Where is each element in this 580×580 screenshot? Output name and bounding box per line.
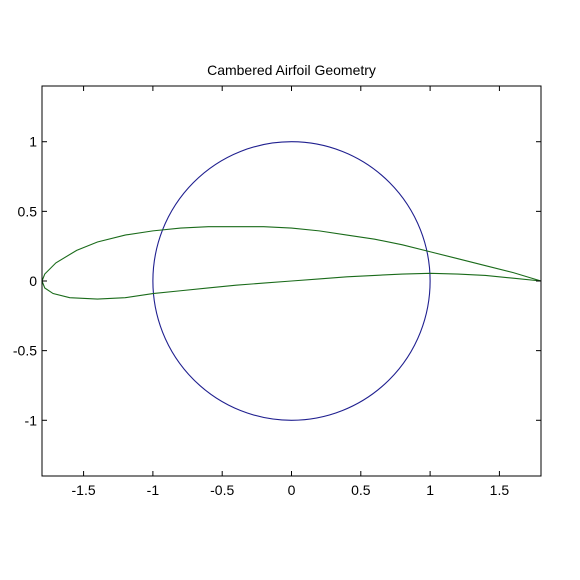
y-axis: 1 0.5 0 -0.5 -1 xyxy=(13,134,541,428)
y-tick-label: -0.5 xyxy=(13,343,37,359)
y-tick-label: 1 xyxy=(29,134,37,150)
x-axis: -1.5 -1 -0.5 0 0.5 1 1.5 xyxy=(72,86,510,498)
x-tick-label: -1 xyxy=(147,482,160,498)
circle-series xyxy=(152,141,431,421)
y-tick-label: -1 xyxy=(25,412,38,428)
x-tick-label: -1.5 xyxy=(72,482,96,498)
x-tick-label: 1.5 xyxy=(490,482,510,498)
x-tick-label: 0.5 xyxy=(351,482,371,498)
y-tick-label: 0.5 xyxy=(18,203,38,219)
x-tick-label: 0 xyxy=(288,482,296,498)
y-tick-label: 0 xyxy=(29,273,37,289)
chart-title: Cambered Airfoil Geometry xyxy=(207,62,376,78)
x-tick-label: -0.5 xyxy=(210,482,234,498)
x-tick-label: 1 xyxy=(426,482,434,498)
